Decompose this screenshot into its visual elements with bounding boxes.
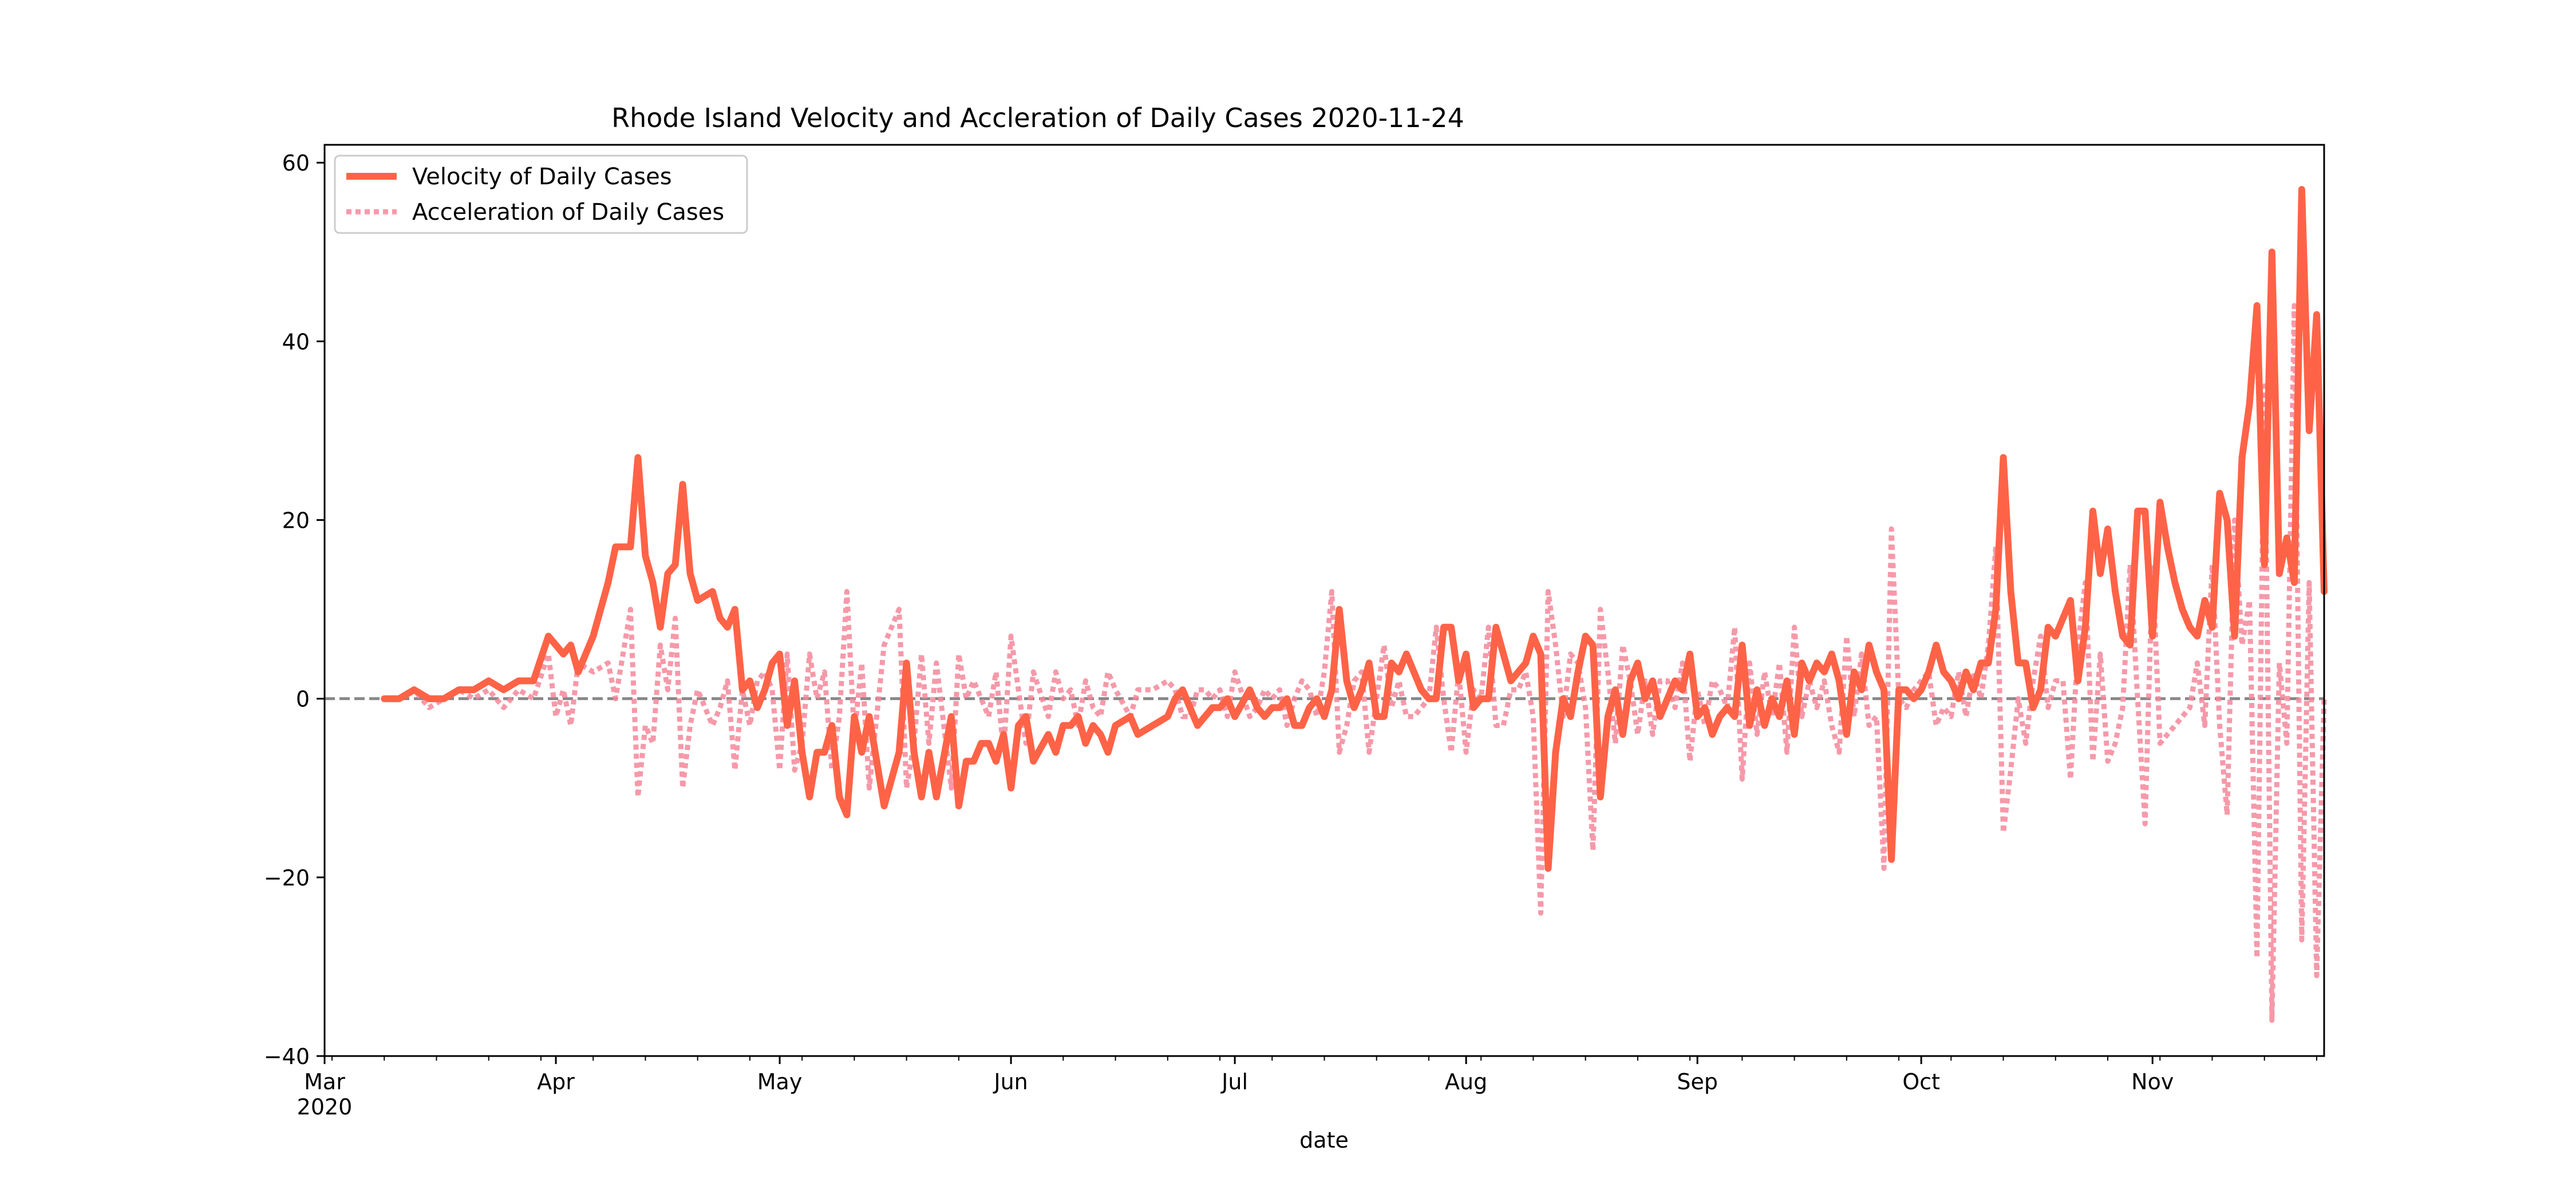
- y-tick-label: −40: [264, 1044, 310, 1069]
- velocity-series-line: [381, 186, 2328, 872]
- x-tick-label: Sep: [1677, 1069, 1718, 1094]
- x-tick-year-label: 2020: [297, 1094, 353, 1120]
- y-tick-label: 40: [282, 329, 310, 354]
- chart-title: Rhode Island Velocity and Accleration of…: [611, 102, 1464, 133]
- legend-label: Acceleration of Daily Cases: [412, 199, 724, 226]
- x-tick-label: Aug: [1445, 1069, 1487, 1094]
- legend-box: [334, 155, 748, 234]
- x-tick-label: Mar: [304, 1069, 345, 1094]
- y-tick-label: 0: [296, 687, 310, 712]
- plot-area: [325, 145, 2324, 1056]
- x-tick-label: May: [757, 1069, 803, 1094]
- x-axis-label: date: [1299, 1128, 1349, 1153]
- x-tick-label: Oct: [1902, 1069, 1940, 1094]
- y-tick-label: 60: [282, 151, 310, 176]
- legend-label: Velocity of Daily Cases: [412, 164, 672, 190]
- series-layer: [381, 186, 2328, 1023]
- x-tick-label: Apr: [537, 1069, 575, 1094]
- y-axis: −40 −20 0 20 40 60: [264, 151, 325, 1069]
- x-tick-label: Nov: [2131, 1069, 2174, 1094]
- x-tick-label: Jul: [1220, 1069, 1248, 1094]
- y-tick-label: 20: [282, 508, 310, 533]
- x-tick-label: Jun: [993, 1069, 1028, 1094]
- y-tick-label: −20: [264, 865, 310, 891]
- legend: Velocity of Daily Cases Acceleration of D…: [334, 155, 748, 234]
